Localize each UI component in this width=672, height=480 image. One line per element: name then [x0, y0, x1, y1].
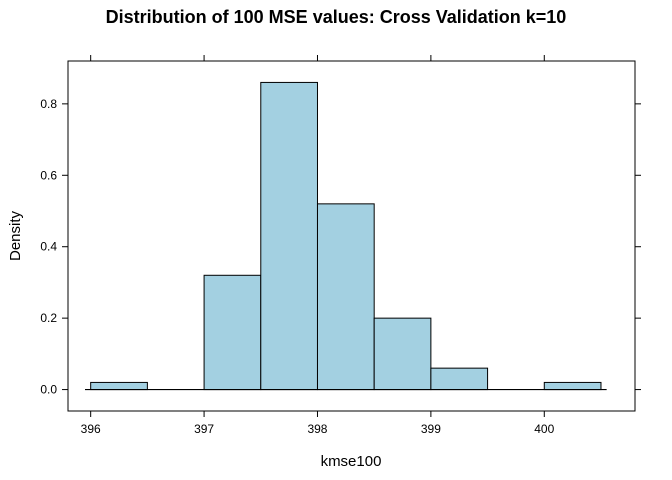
axes-group: 396 397 398 399 400 0.0 0.2 0.4 0.6 0.8 — [40, 55, 641, 436]
histogram-bar-8 — [543, 381, 602, 391]
x-tick-label-1: 397 — [194, 422, 214, 436]
x-tick-label-0: 396 — [81, 422, 101, 436]
y-tick-label-1: 0.2 — [40, 311, 57, 325]
y-axis-label: Density — [7, 210, 24, 261]
x-tick-label-3: 399 — [421, 422, 441, 436]
histogram-bar-3 — [260, 81, 318, 391]
plot-frame — [67, 60, 636, 412]
y-tick-label-4: 0.8 — [40, 97, 57, 111]
histogram-bar-4 — [316, 203, 375, 391]
chart-title: Distribution of 100 MSE values: Cross Va… — [106, 7, 567, 27]
y-tick-label-3: 0.6 — [40, 168, 57, 182]
y-tick-label-0: 0.0 — [40, 383, 57, 397]
x-tick-label-4: 400 — [534, 422, 554, 436]
x-axis-label: kmse100 — [321, 453, 382, 470]
x-tick-label-2: 398 — [307, 422, 327, 436]
bars-group — [85, 81, 607, 391]
histogram-bar-6 — [430, 367, 489, 391]
histogram-bar-5 — [373, 317, 432, 391]
y-tick-label-2: 0.4 — [40, 240, 57, 254]
histogram-bar-0 — [90, 381, 148, 391]
histogram-bar-2 — [203, 274, 262, 391]
